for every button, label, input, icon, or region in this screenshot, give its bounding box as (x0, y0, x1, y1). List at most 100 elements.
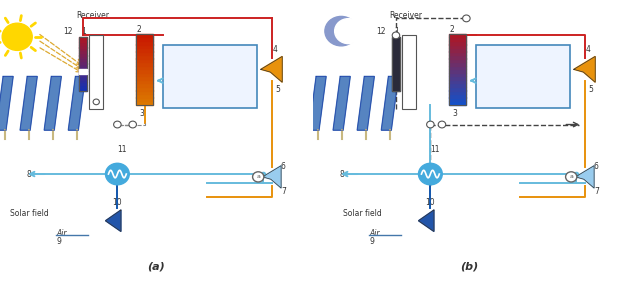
Bar (136, 37, 153, 41)
Polygon shape (20, 76, 38, 130)
Text: 2: 2 (136, 25, 141, 34)
Circle shape (93, 99, 100, 105)
Bar (79, 55, 86, 58)
Text: 6: 6 (280, 162, 285, 171)
Circle shape (325, 16, 357, 46)
Polygon shape (44, 76, 61, 130)
Text: 12: 12 (63, 27, 73, 36)
Text: Recution
$\Delta h > 0$: Recution $\Delta h > 0$ (194, 71, 225, 88)
Bar (136, 44, 153, 48)
Text: 3: 3 (139, 109, 144, 118)
Bar (79, 61, 86, 64)
Bar (449, 83, 466, 87)
Bar (136, 87, 153, 91)
Text: Solar field: Solar field (11, 209, 49, 218)
Bar (136, 52, 153, 55)
Bar (136, 66, 153, 69)
Bar (79, 37, 86, 91)
Circle shape (418, 163, 442, 185)
Text: 1: 1 (394, 27, 399, 36)
Circle shape (438, 121, 446, 128)
Bar (449, 34, 466, 38)
Bar (79, 69, 86, 74)
Bar (79, 47, 86, 50)
Bar (136, 83, 153, 87)
Text: Air: Air (56, 229, 67, 238)
Text: 1: 1 (81, 27, 86, 36)
Bar (79, 82, 86, 85)
Bar (136, 101, 153, 105)
Bar (79, 85, 86, 88)
Bar (79, 39, 86, 42)
Polygon shape (357, 76, 374, 130)
Bar (89, 35, 103, 109)
Bar (136, 34, 153, 38)
Text: 10: 10 (426, 198, 435, 207)
Text: 11: 11 (118, 145, 127, 154)
Text: Solar field: Solar field (343, 209, 381, 218)
Bar (449, 97, 466, 101)
Bar (79, 53, 86, 55)
Bar (449, 73, 466, 76)
Bar (392, 37, 399, 91)
Bar (449, 66, 466, 69)
Bar (136, 48, 153, 52)
Text: Receiver: Receiver (389, 11, 422, 20)
Polygon shape (261, 56, 282, 82)
Text: (b): (b) (460, 262, 479, 272)
Bar (136, 94, 153, 98)
Text: 7: 7 (595, 187, 600, 196)
Polygon shape (262, 166, 281, 188)
Bar (136, 55, 153, 59)
Bar (136, 62, 153, 66)
Bar (79, 71, 86, 74)
Text: Oxidation
$\Delta h < 0$: Oxidation $\Delta h < 0$ (506, 71, 540, 88)
Text: 9: 9 (369, 237, 374, 246)
Text: 8: 8 (26, 170, 31, 179)
Text: (a): (a) (148, 262, 165, 272)
Bar (79, 63, 86, 66)
Bar (449, 48, 466, 52)
Circle shape (335, 19, 362, 44)
Polygon shape (381, 76, 398, 130)
Bar (449, 52, 466, 55)
Polygon shape (333, 76, 351, 130)
Polygon shape (309, 76, 326, 130)
Bar (402, 35, 416, 109)
Bar (449, 76, 466, 80)
Polygon shape (0, 76, 13, 130)
Bar (79, 50, 86, 53)
Bar (449, 87, 466, 91)
Text: TCS Unit: TCS Unit (193, 51, 226, 60)
Circle shape (129, 121, 136, 128)
Text: 4: 4 (272, 45, 277, 54)
Bar (136, 80, 153, 83)
Bar (392, 37, 399, 91)
Text: Receiver: Receiver (76, 11, 109, 20)
Bar (449, 55, 466, 59)
Bar (79, 37, 86, 39)
Polygon shape (105, 210, 121, 231)
Bar (136, 97, 153, 101)
Bar (136, 90, 153, 94)
Text: 3: 3 (452, 109, 457, 118)
Bar (136, 73, 153, 76)
Text: a: a (569, 174, 573, 179)
Circle shape (463, 15, 470, 22)
Circle shape (105, 163, 129, 185)
Bar (79, 44, 86, 48)
Bar (79, 58, 86, 61)
Circle shape (2, 23, 33, 50)
Text: 6: 6 (593, 162, 598, 171)
Bar (449, 34, 466, 105)
Text: 9: 9 (56, 237, 61, 246)
Circle shape (565, 172, 577, 182)
Bar (136, 34, 153, 105)
Bar (449, 41, 466, 44)
Text: 5: 5 (275, 85, 280, 94)
Polygon shape (575, 166, 594, 188)
Bar (449, 62, 466, 66)
Polygon shape (574, 56, 595, 82)
FancyBboxPatch shape (163, 45, 257, 108)
Text: Air: Air (369, 229, 380, 238)
